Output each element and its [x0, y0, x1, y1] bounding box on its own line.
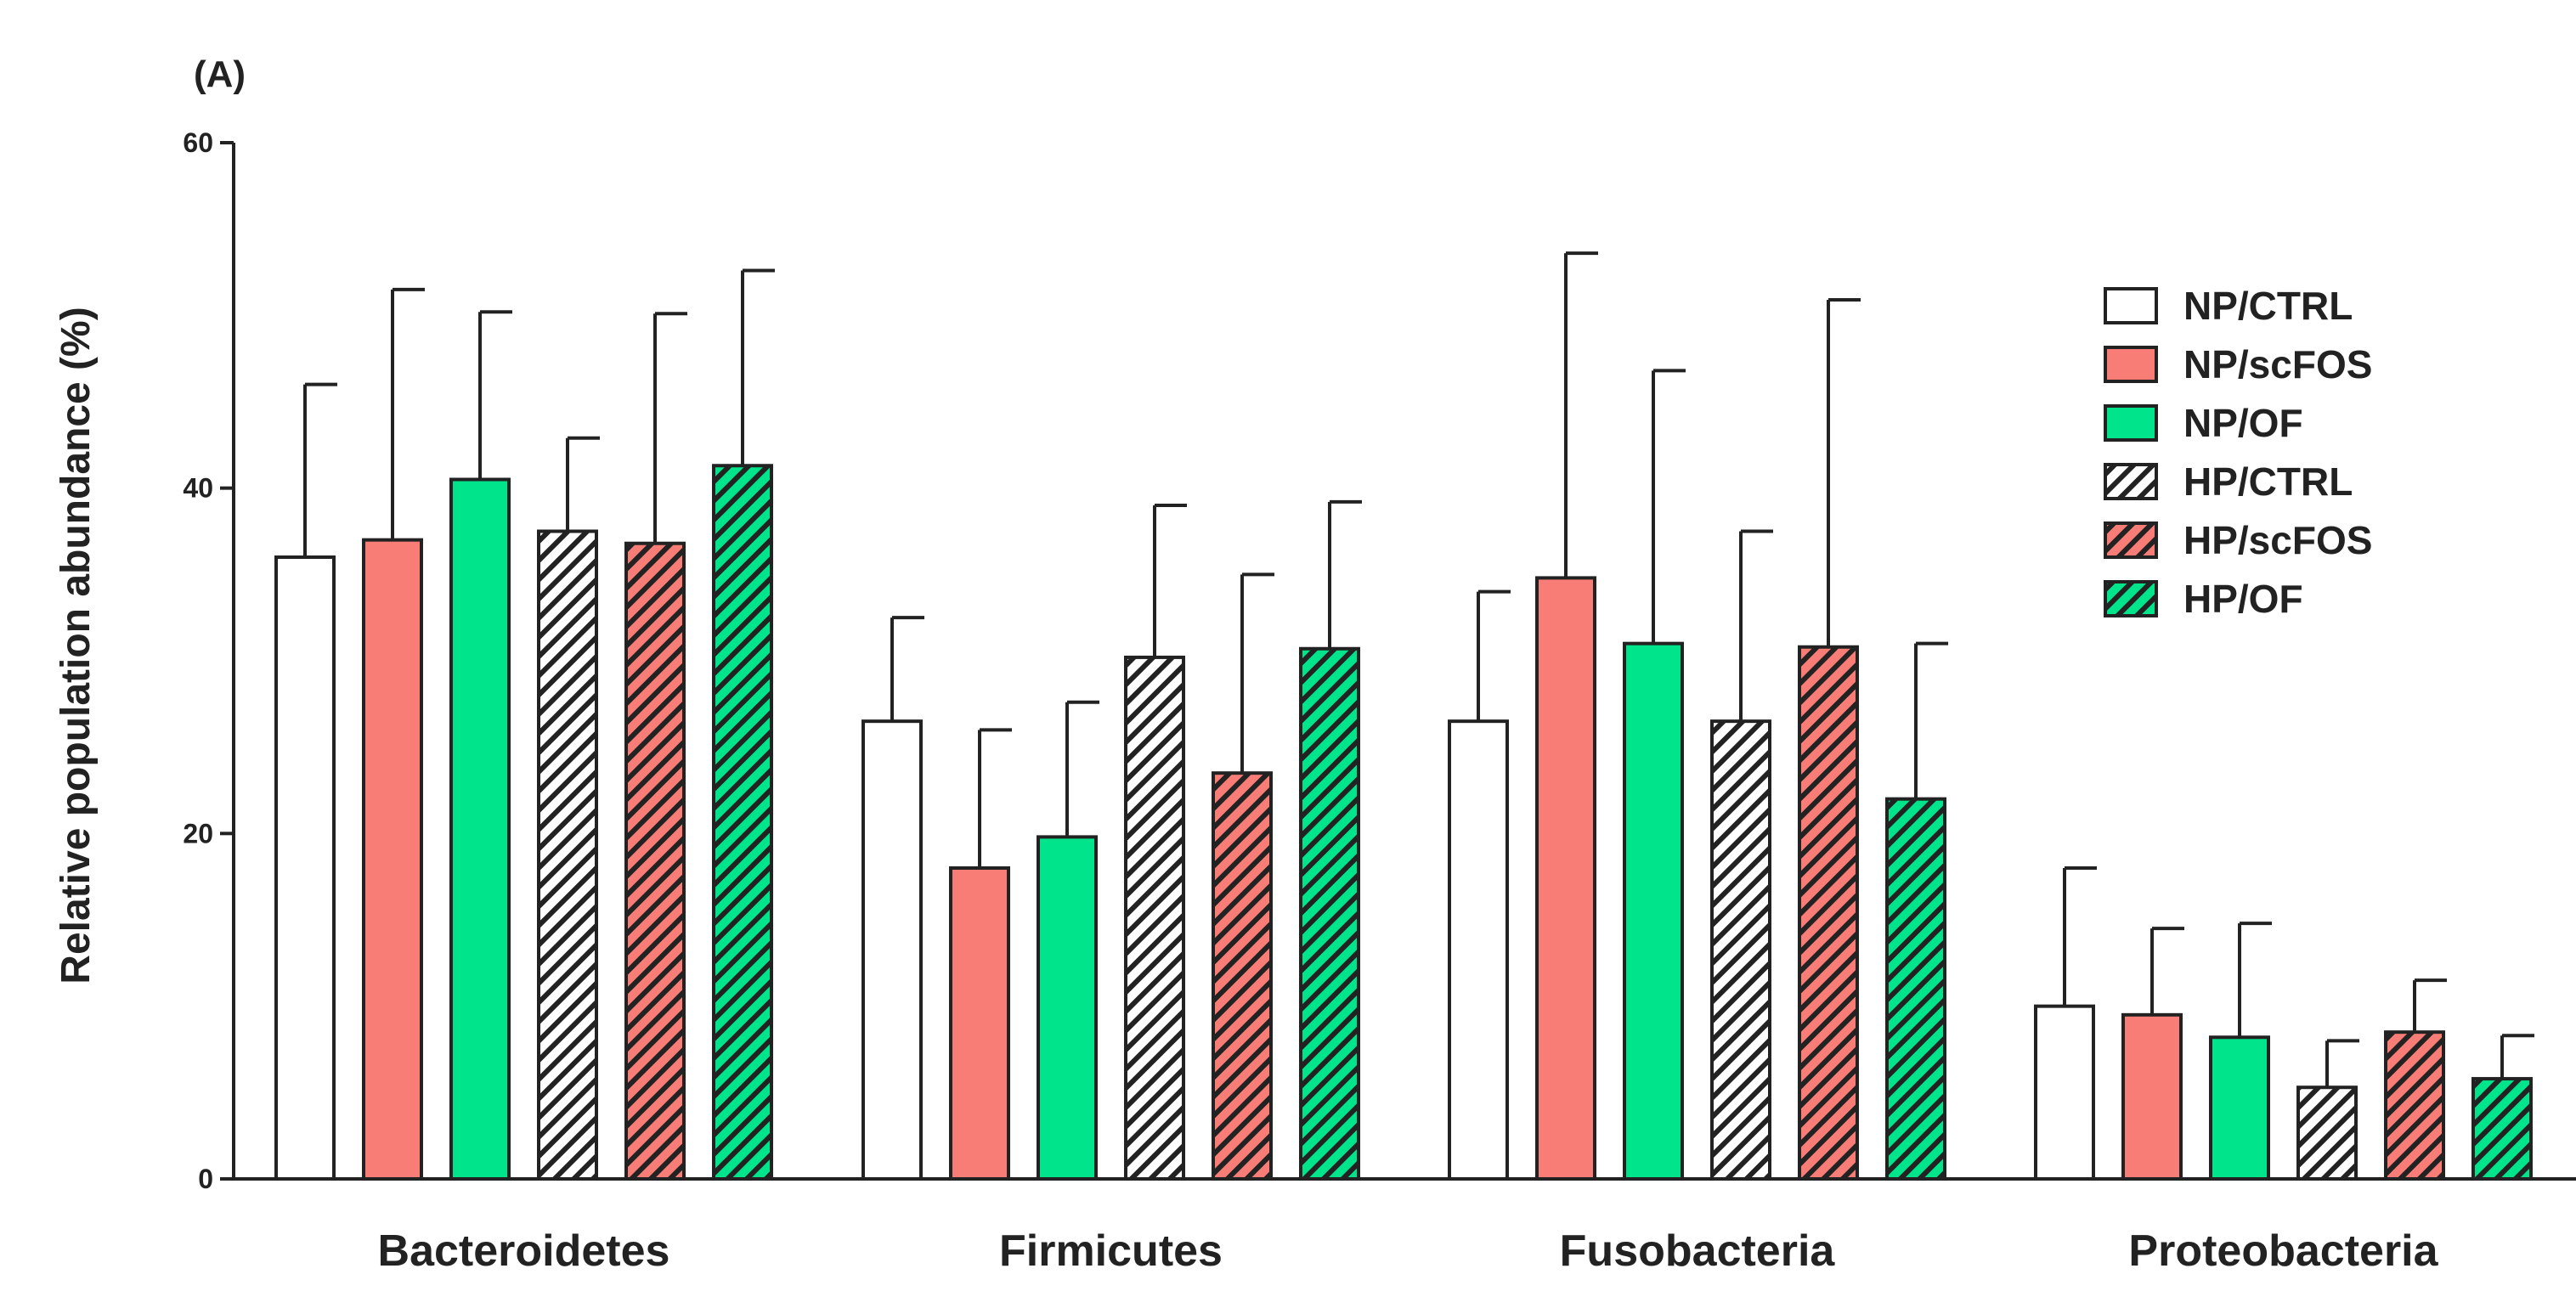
legend-label-hp-of: HP/OF — [2183, 577, 2303, 621]
bar-fusobacteria-np-ctrl — [1448, 719, 1509, 1181]
x-tick-label-firmicutes: Firmicutes — [999, 1226, 1223, 1276]
bar-fusobacteria-hp-scfos — [1798, 645, 1859, 1181]
bar-bacteroidetes-np-ctrl — [274, 555, 336, 1181]
panel-label: (A) — [194, 54, 246, 95]
bar-bacteroidetes-np-scfos — [362, 538, 423, 1181]
legend-label-hp-ctrl: HP/CTRL — [2183, 459, 2353, 504]
bar-proteobacteria-np-of — [2209, 1035, 2270, 1181]
y-tick-label: 60 — [183, 127, 213, 158]
bar-fusobacteria-np-scfos — [1535, 576, 1596, 1181]
bar-firmicutes-hp-ctrl — [1124, 655, 1185, 1181]
bar-bacteroidetes-hp-ctrl — [537, 529, 598, 1181]
x-tick-label-bacteroidetes: Bacteroidetes — [378, 1226, 670, 1276]
bar-fusobacteria-np-of — [1623, 641, 1684, 1181]
legend-swatch-hp-of — [2104, 580, 2158, 617]
x-axis-labels: Bacteroidetes Firmicutes Fusobacteria Prote… — [378, 1226, 2439, 1276]
bar-fusobacteria-hp-ctrl — [1710, 719, 1771, 1181]
bar-proteobacteria-hp-scfos — [2384, 1030, 2445, 1181]
bar-bacteroidetes-hp-scfos — [624, 541, 686, 1181]
bar-proteobacteria-np-ctrl — [2034, 1004, 2095, 1181]
legend-swatch-np-of — [2104, 404, 2158, 442]
y-tick-label: 0 — [198, 1164, 213, 1194]
x-tick-label-fusobacteria: Fusobacteria — [1560, 1226, 1836, 1276]
y-axis: 0 20 40 60 — [183, 127, 2576, 1194]
legend-swatch-hp-ctrl — [2104, 463, 2158, 500]
legend-swatch-hp-scfos — [2104, 522, 2158, 559]
y-tick-label: 20 — [183, 818, 213, 849]
bar-firmicutes-np-scfos — [949, 866, 1010, 1181]
bar-firmicutes-np-ctrl — [861, 719, 923, 1181]
bar-fusobacteria-hp-of — [1885, 797, 1946, 1181]
legend-swatch-np-ctrl — [2104, 287, 2158, 324]
bar-bacteroidetes-np-of — [449, 477, 511, 1181]
bar-proteobacteria-hp-of — [2471, 1077, 2533, 1181]
y-tick-label: 40 — [183, 473, 213, 504]
legend: NP/CTRL NP/scFOS NP/OF HP/CTRL HP/scFOS HP/OF — [2104, 284, 2372, 621]
legend-label-np-scfos: NP/scFOS — [2183, 342, 2372, 386]
legend-swatch-np-scfos — [2104, 346, 2158, 383]
bar-bacteroidetes-hp-of — [712, 464, 773, 1181]
error-bars-layer — [303, 251, 2534, 1088]
bar-proteobacteria-hp-ctrl — [2296, 1085, 2358, 1181]
y-axis-label: Relative population abundance (%) — [54, 307, 99, 984]
bars-layer — [274, 464, 2533, 1181]
bar-firmicutes-hp-scfos — [1212, 771, 1273, 1181]
bar-proteobacteria-np-scfos — [2121, 1012, 2183, 1181]
bar-firmicutes-np-of — [1037, 835, 1098, 1181]
legend-label-np-ctrl: NP/CTRL — [2183, 284, 2353, 328]
legend-label-np-of: NP/OF — [2183, 401, 2303, 445]
legend-label-hp-scfos: HP/scFOS — [2183, 518, 2372, 562]
x-tick-label-proteobacteria: Proteobacteria — [2128, 1226, 2438, 1276]
bar-firmicutes-hp-of — [1299, 646, 1360, 1181]
